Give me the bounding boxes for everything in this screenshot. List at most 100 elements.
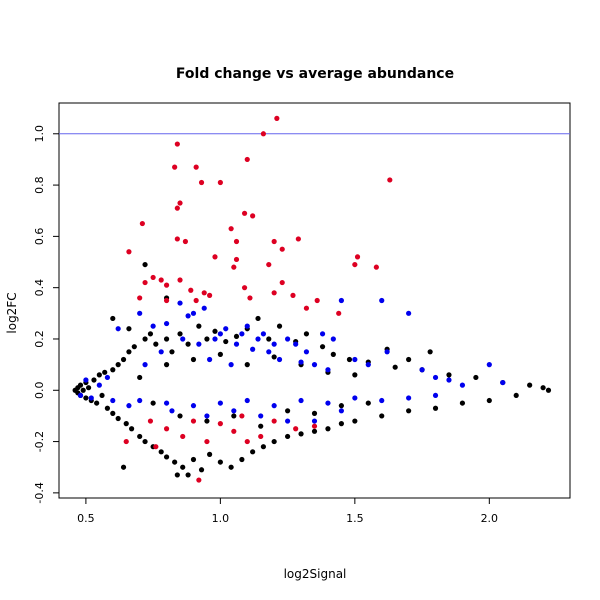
data-point-black: [163, 336, 170, 342]
data-point-red: [354, 254, 361, 260]
data-point-red: [182, 238, 189, 245]
data-point-blue: [319, 331, 326, 337]
data-point-black: [99, 392, 105, 399]
data-point-black: [196, 323, 202, 329]
data-point-red: [250, 213, 256, 219]
data-point-black: [147, 331, 154, 337]
data-point-red: [198, 179, 205, 186]
data-point-black: [352, 418, 358, 424]
data-point-red: [177, 200, 183, 206]
data-point-black: [338, 403, 344, 409]
data-point-blue: [185, 313, 191, 319]
data-point-black: [346, 356, 353, 363]
data-point-blue: [266, 349, 272, 355]
data-point-blue: [150, 323, 156, 329]
data-point-blue: [163, 320, 170, 327]
data-point-red: [336, 310, 342, 316]
data-point-black: [190, 456, 197, 463]
data-point-red: [241, 210, 248, 216]
data-point-red: [271, 290, 277, 296]
data-point-red: [303, 305, 310, 311]
data-point-black: [129, 426, 135, 432]
data-point-red: [172, 164, 178, 170]
x-tick-label: 1.0: [212, 512, 230, 525]
data-point-red: [314, 297, 320, 304]
data-point-blue: [110, 397, 116, 404]
data-point-red: [153, 444, 159, 450]
data-point-red: [150, 274, 156, 281]
data-point-black: [142, 336, 148, 342]
data-point-red: [271, 418, 277, 424]
data-point-blue: [276, 356, 283, 363]
data-point-blue: [163, 400, 170, 406]
data-point-black: [330, 351, 336, 357]
y-tick-label: 0.4: [33, 279, 46, 297]
data-point-black: [250, 449, 256, 455]
data-point-black: [311, 428, 318, 434]
data-point-black: [228, 464, 234, 470]
data-point-black: [150, 400, 156, 406]
data-point-blue: [271, 403, 277, 409]
data-point-red: [228, 226, 234, 232]
data-point-blue: [325, 400, 331, 406]
data-point-black: [319, 344, 326, 350]
plot-area: 0.5 1.0 1.5 2.0 -0.4 -0.2 0.0 0.2 0.4 0.6 0.8 1.0: [33, 102, 571, 525]
y-tick-label: 0.6: [33, 228, 46, 246]
data-point-blue: [83, 377, 89, 383]
data-point-blue: [250, 346, 256, 352]
data-point-black: [110, 367, 116, 373]
data-point-blue: [379, 397, 385, 404]
data-point-red: [279, 246, 285, 252]
data-point-red: [163, 297, 170, 304]
data-point-black: [285, 433, 291, 440]
data-point-black: [163, 362, 170, 368]
data-point-blue: [115, 326, 121, 332]
data-point-blue: [244, 323, 250, 329]
data-point-blue: [231, 408, 237, 414]
data-point-red: [177, 277, 183, 283]
y-tick-label: 1.0: [33, 125, 46, 143]
data-point-blue: [311, 362, 318, 368]
data-point-red: [233, 256, 240, 263]
y-tick-label: -0.4: [33, 482, 46, 503]
data-point-black: [298, 431, 304, 437]
data-point-red: [147, 418, 154, 424]
data-point-blue: [258, 413, 264, 419]
data-point-blue: [311, 418, 318, 424]
data-point-red: [295, 236, 301, 242]
data-point-black: [427, 349, 433, 355]
data-point-red: [274, 115, 280, 121]
data-point-red: [231, 428, 237, 434]
data-point-blue: [190, 310, 197, 316]
data-point-blue: [158, 349, 164, 355]
data-point-blue: [233, 341, 240, 347]
chart-title: Fold change vs average abundance: [176, 66, 454, 82]
data-point-red: [217, 179, 223, 186]
data-point-blue: [293, 341, 299, 347]
data-point-blue: [419, 367, 425, 373]
data-point-red: [196, 477, 202, 483]
data-point-red: [212, 254, 218, 260]
data-point-blue: [260, 331, 266, 337]
data-point-red: [190, 418, 197, 424]
data-point-blue: [352, 395, 358, 401]
data-point-black: [131, 344, 137, 350]
data-point-black: [120, 356, 127, 363]
data-point-blue: [104, 374, 111, 381]
data-point-blue: [325, 367, 331, 373]
data-point-blue: [379, 297, 385, 304]
data-point-red: [180, 433, 186, 440]
data-point-blue: [432, 392, 439, 399]
data-point-blue: [406, 310, 412, 316]
data-point-black: [352, 372, 358, 378]
data-point-black: [172, 459, 178, 465]
data-point-blue: [244, 397, 250, 404]
data-point-black: [486, 397, 492, 404]
data-point-black: [255, 315, 261, 322]
data-point-black: [233, 333, 240, 340]
data-point-black: [473, 374, 479, 381]
data-point-blue: [207, 356, 213, 363]
data-point-black: [177, 413, 183, 419]
data-point-black: [204, 418, 210, 424]
data-point-black: [115, 362, 121, 368]
